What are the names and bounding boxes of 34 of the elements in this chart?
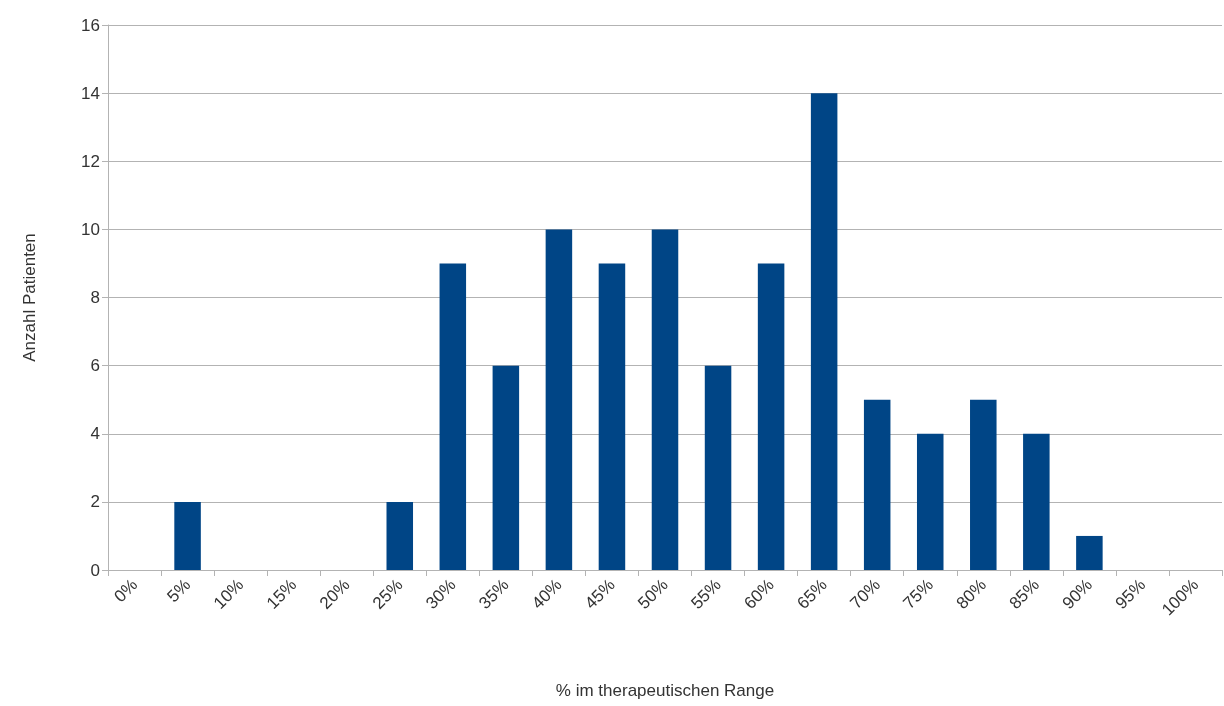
bar [704,365,732,570]
y-tick-label: 10 [81,219,100,239]
y-tick-label: 2 [90,492,100,512]
y-axis-title: Anzahl Patienten [20,233,39,362]
bar [545,229,573,570]
y-tick-label: 8 [90,288,100,307]
x-tick-label: 75% [899,575,937,613]
bar [1076,535,1103,570]
y-tick-label: 4 [90,424,100,444]
bar [1023,433,1050,570]
x-tick-label: 40% [528,575,566,613]
x-tick-label: 0% [110,575,142,607]
bar [492,365,520,570]
y-tick-label: 6 [90,356,100,376]
bar [439,263,467,570]
y-tick-label: 14 [81,83,100,103]
bar [863,399,891,570]
bar [598,263,626,570]
x-tick-label: 45% [581,575,619,613]
x-tick-label: 5% [163,575,195,607]
y-tick-label: 0 [90,560,100,580]
bar [810,93,838,570]
y-tick-label: 12 [81,151,100,171]
y-tick-label: 16 [81,15,100,35]
bar [970,399,997,570]
bar [916,433,944,570]
bar [757,263,785,570]
bar [174,501,201,570]
x-tick-label: 60% [740,575,778,613]
x-tick-label: 70% [846,575,884,613]
bar [651,229,679,570]
x-axis-title: % im therapeutischen Range [555,681,775,700]
bar [386,501,414,570]
x-tick-label: 65% [793,575,831,613]
